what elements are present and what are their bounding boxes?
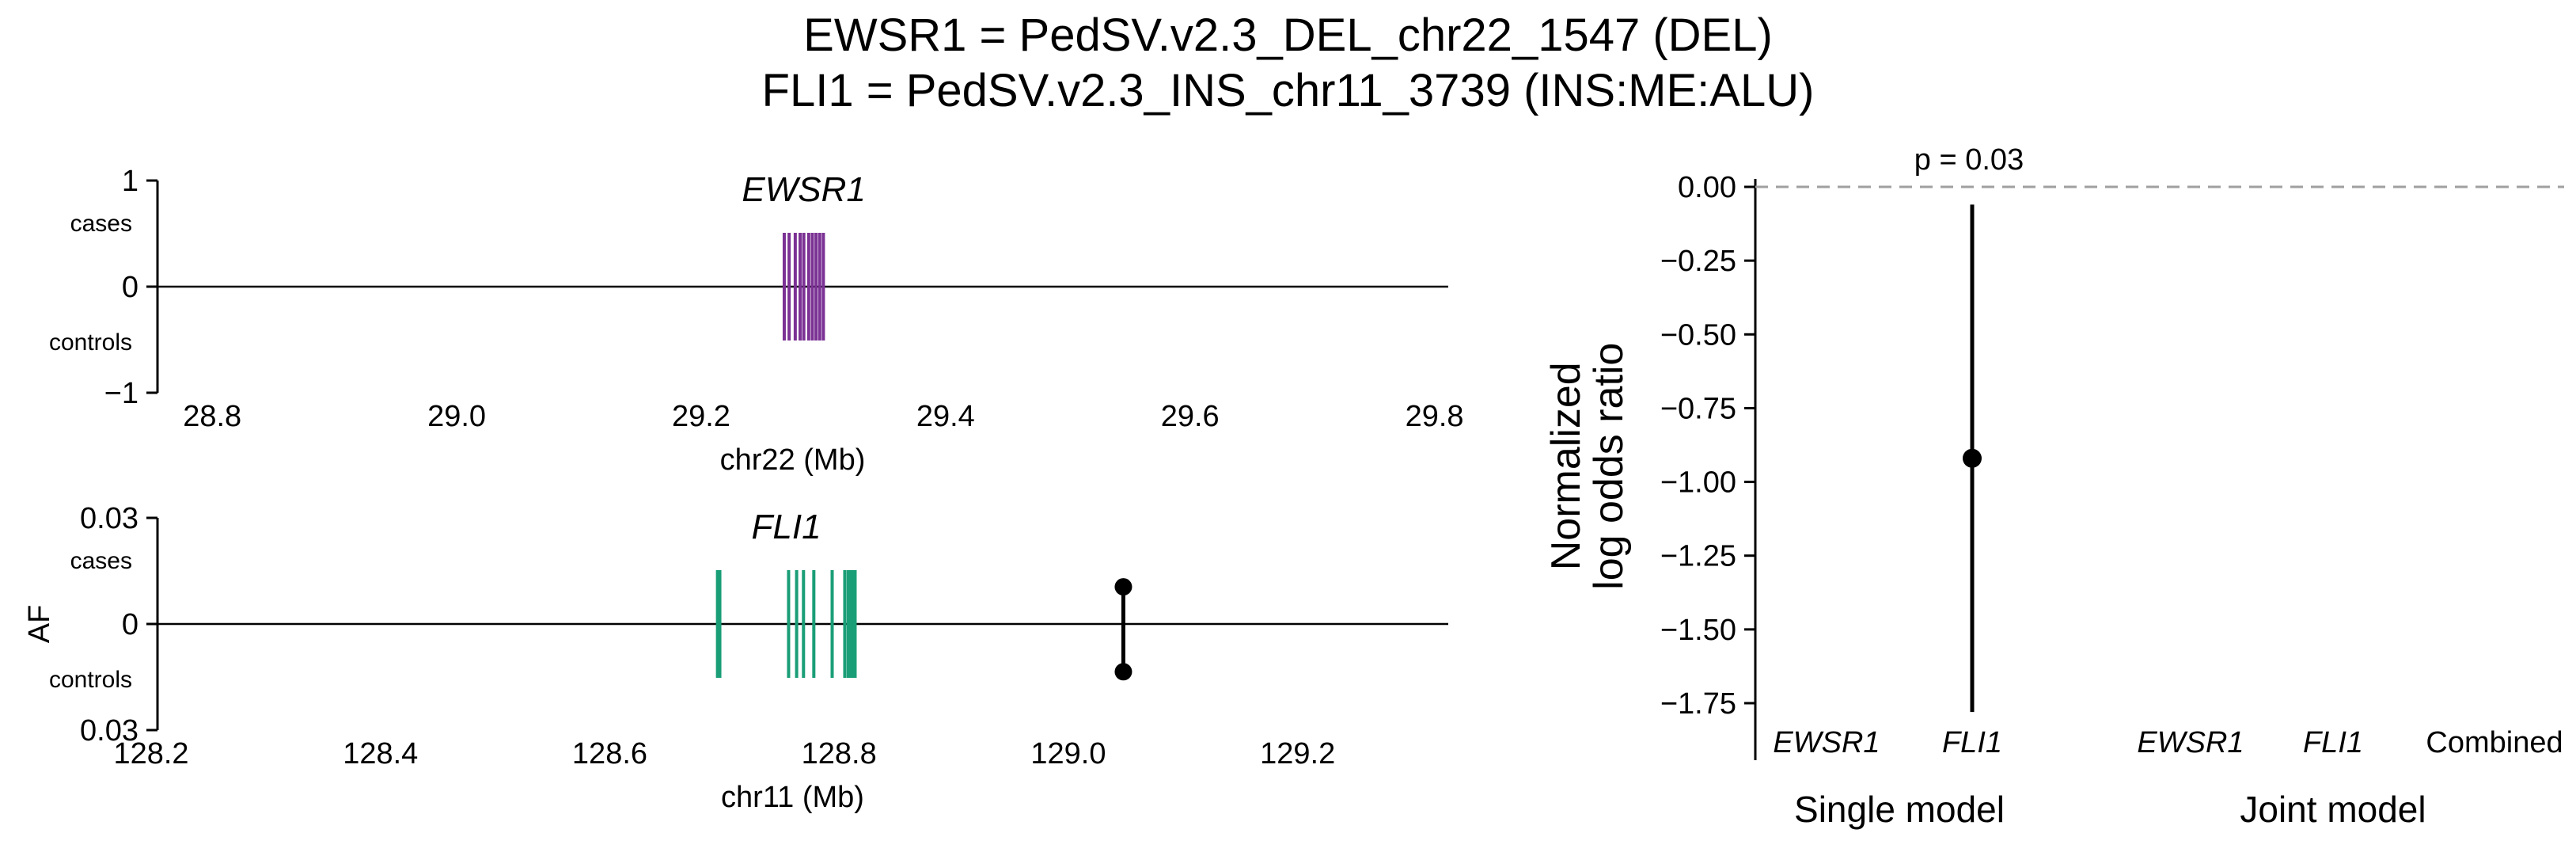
x-axis-label: chr22 (Mb) [720,443,866,477]
sv-af-controls-point [1114,663,1132,681]
exon-bar [821,233,825,340]
exon-bar [715,570,719,678]
x-tick-label: 29.4 [916,400,975,433]
y-axis-label: Normalizedlog odds ratio [1543,343,1632,590]
y-tick-label: −1.75 [1660,687,1736,721]
locus-panel-fli1: 0.03 0 0.03 cases controls 128.2 128.4 128.6 128… [23,502,1448,814]
category-tick-label: EWSR1 [2137,726,2244,759]
y-tick-label: −1.25 [1660,540,1736,573]
exon-bar [848,570,852,678]
exon-bar [802,570,806,678]
locus-panel-ewsr1: 1 0 −1 cases controls 28.8 29.0 29.2 29.4 29.6 29.… [49,165,1464,477]
exon-bar [806,233,810,340]
exon-bar [802,233,806,340]
model-group-label: Single model [1794,789,2005,830]
exon-bar [787,570,791,678]
x-tick-label: 29.0 [427,400,486,433]
x-tick-label: 129.2 [1260,737,1335,770]
exon-bar [853,570,857,678]
y-tick-label: −0.75 [1660,392,1736,425]
y-tick-label: −1.00 [1660,466,1736,500]
figure-title-line-2: FLI1 = PedSV.v2.3_INS_chr11_3739 (INS:ME… [761,65,1815,116]
y-axis-label-line: log odds ratio [1586,343,1632,590]
gene-name-label: EWSR1 [742,170,865,209]
gene-name-label: FLI1 [752,508,821,546]
exon-bar [814,233,818,340]
exon-bar [799,233,802,340]
y-tick-label: 0.03 [80,714,138,748]
y-tick-label: 0 [122,271,138,304]
x-tick-label: 129.0 [1030,737,1106,770]
controls-label: controls [49,329,132,356]
category-tick-label: EWSR1 [1773,726,1880,759]
cases-label: cases [70,548,132,574]
y-tick-label: −0.50 [1660,318,1736,352]
x-tick-label: 29.2 [672,400,730,433]
exon-bar [843,570,847,678]
x-axis-label: chr11 (Mb) [721,781,864,814]
exon-bar [818,233,821,340]
x-tick-label: 128.8 [802,737,877,770]
exon-bar [782,233,786,340]
x-tick-label: 128.4 [343,737,418,770]
x-tick-label: 28.8 [183,400,241,433]
odds-ratio-panel: 0.00 −0.25 −0.50 −0.75 −1.00 −1.25 −1.50 −1.75 N… [1543,143,2564,830]
p-value-label: p = 0.03 [1914,143,2024,177]
exon-bar [812,570,816,678]
exon-bar [718,570,722,678]
x-tick-label: 128.6 [572,737,647,770]
y-axis-label-line: Normalized [1543,362,1589,570]
cases-label: cases [70,211,132,237]
category-tick-label: FLI1 [1942,726,2002,759]
y-tick-label: 0 [122,608,138,641]
x-tick-label: 128.2 [113,737,188,770]
y-tick-label: 1 [122,165,138,198]
y-tick-label: −1.50 [1660,614,1736,647]
x-tick-label: 29.6 [1161,400,1220,433]
odds-ratio-point [1963,448,1982,468]
y-tick-label: 0.03 [80,502,138,535]
figure-title: EWSR1 = PedSV.v2.3_DEL_chr22_1547 (DEL) … [0,8,2576,119]
exon-bar [830,570,834,678]
category-tick-label: FLI1 [2303,726,2363,759]
figure-title-line-1: EWSR1 = PedSV.v2.3_DEL_chr22_1547 (DEL) [803,10,1773,61]
exon-bar [793,233,797,340]
exon-bar [810,233,814,340]
y-tick-label: −0.25 [1660,245,1736,278]
sv-af-cases-point [1114,578,1132,596]
model-group-label: Joint model [2240,789,2426,830]
exon-bar [795,570,799,678]
exon-bar [787,233,791,340]
x-tick-label: 29.8 [1406,400,1464,433]
y-tick-label: 0.00 [1678,171,1736,204]
exon-bar [846,570,850,678]
y-tick-label: −1 [104,377,138,410]
category-tick-label: Combined [2426,726,2563,759]
exon-bar [851,570,855,678]
controls-label: controls [49,667,132,693]
y-axis-label: AF [23,605,56,644]
